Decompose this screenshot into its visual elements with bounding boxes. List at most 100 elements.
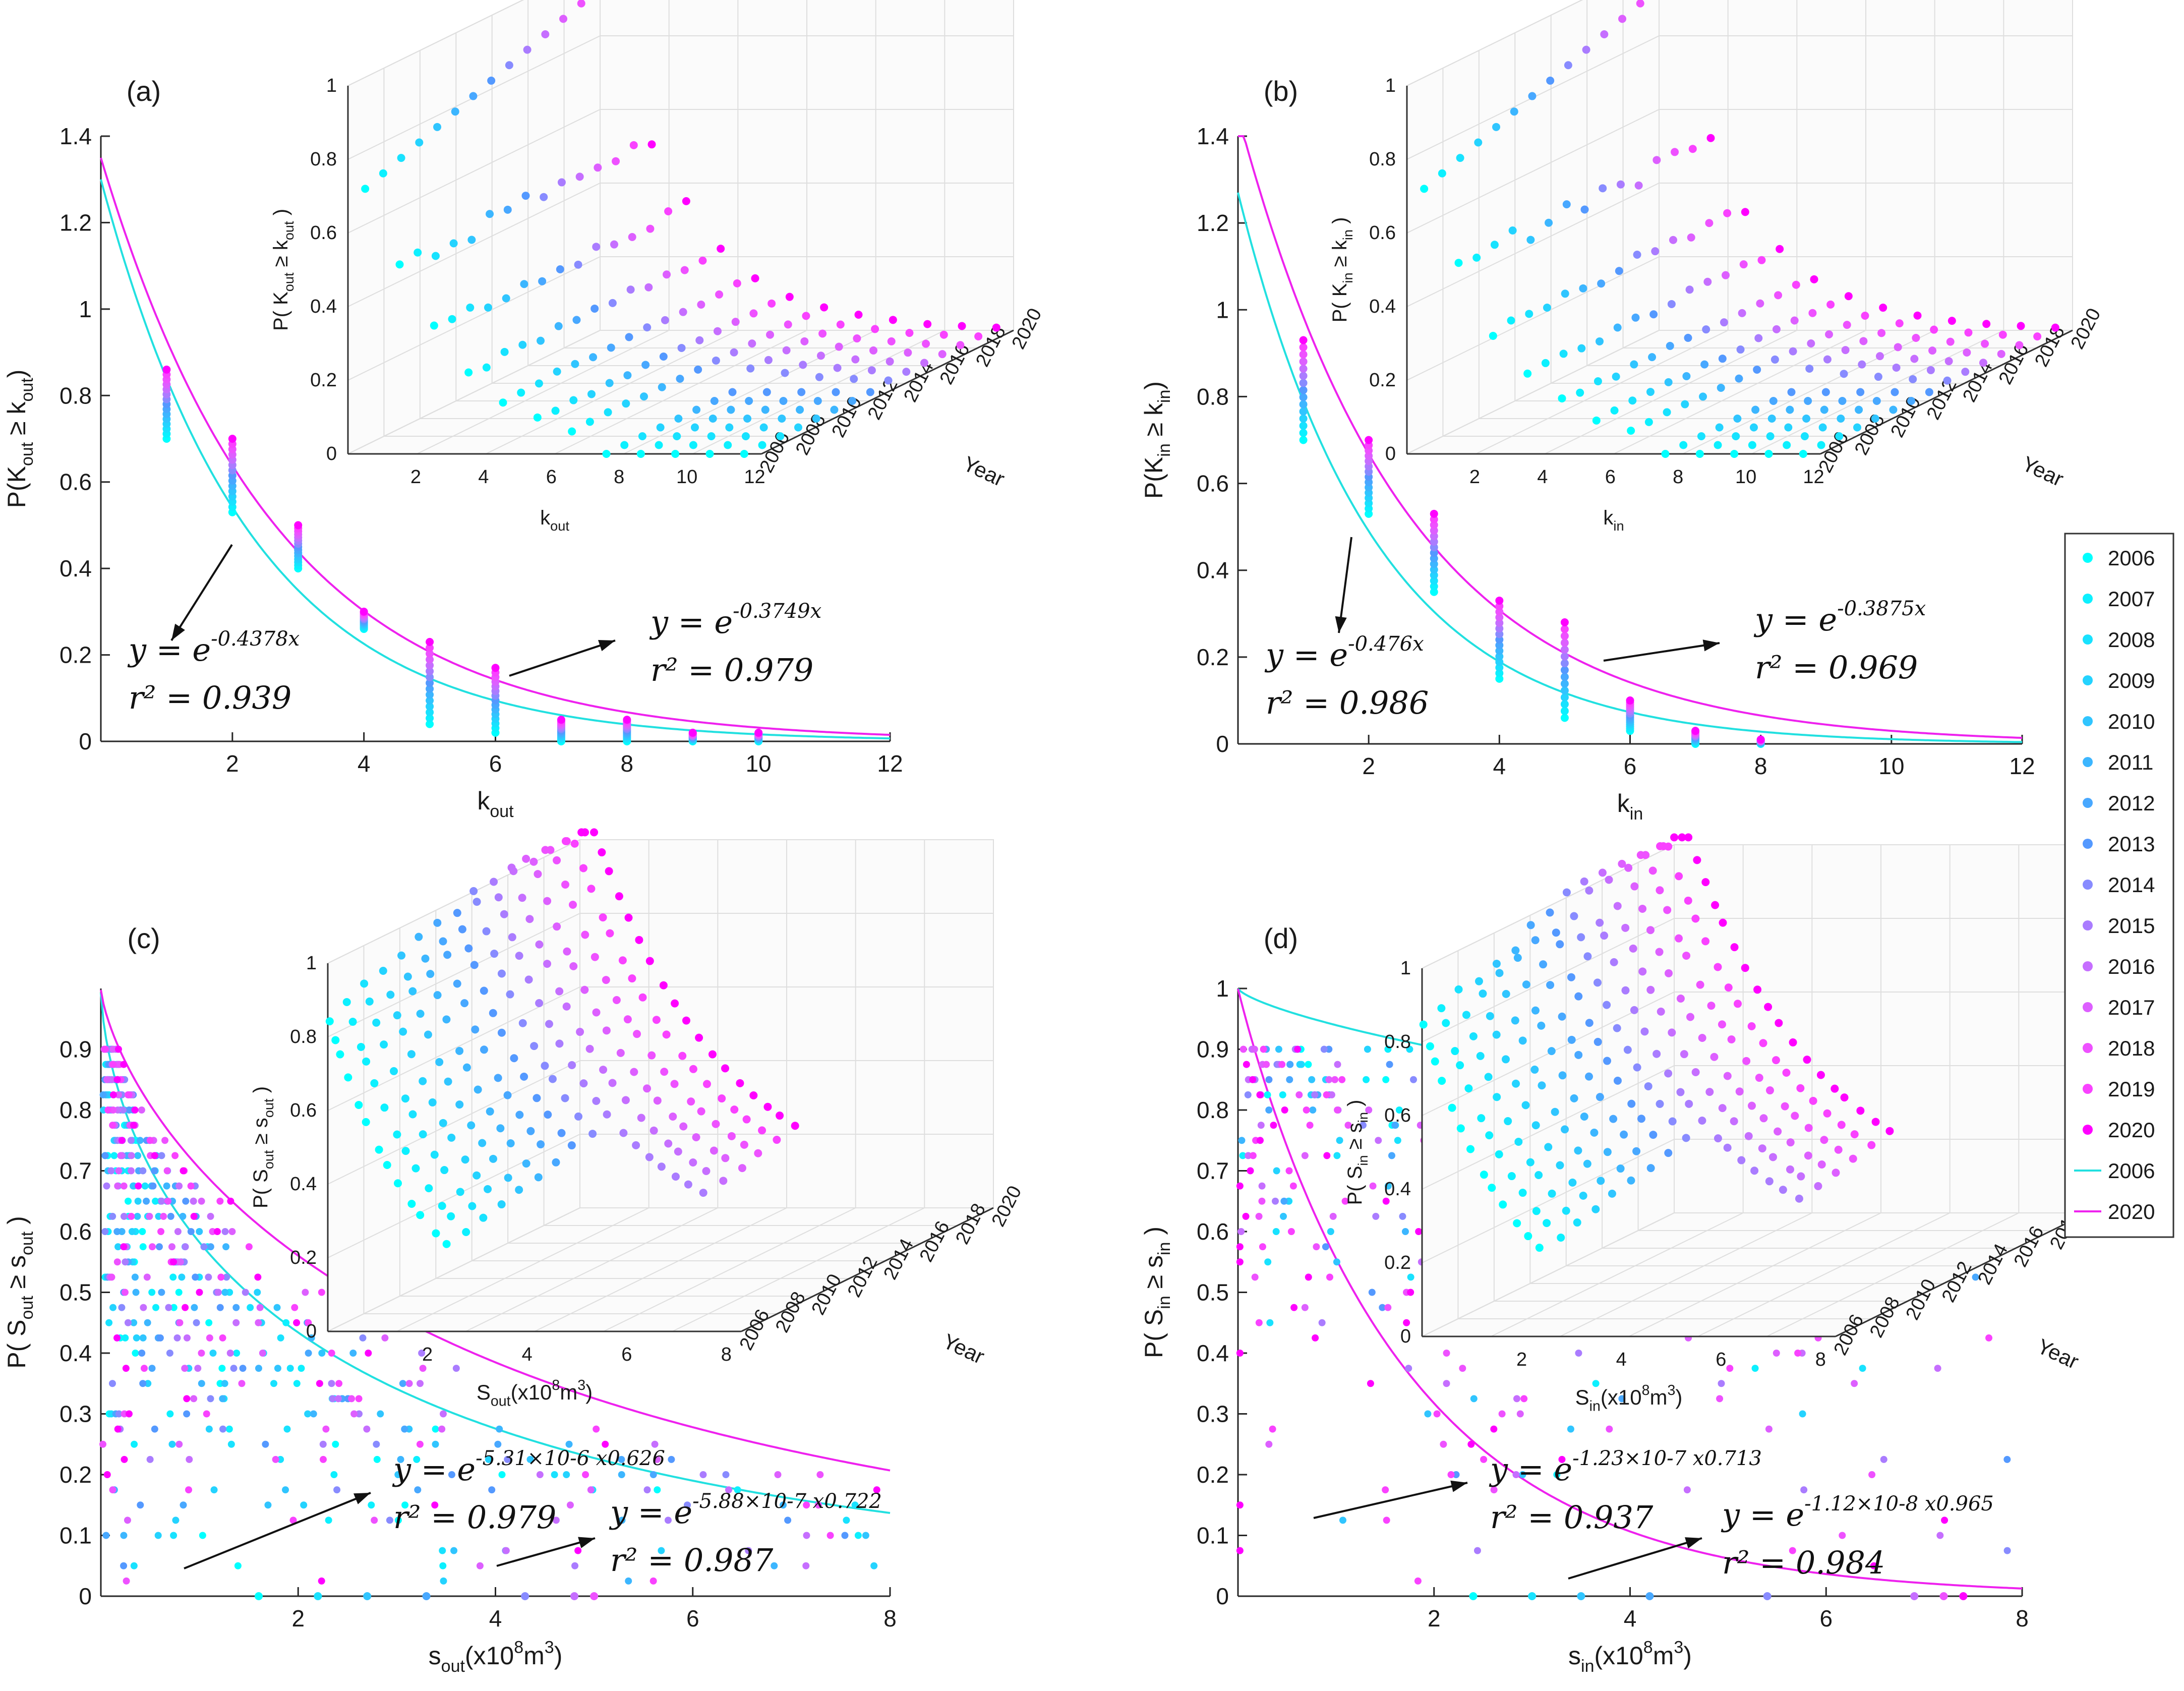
data-point bbox=[448, 1471, 455, 1478]
data-point bbox=[1237, 1228, 1245, 1235]
data-point bbox=[1333, 1152, 1341, 1159]
data-point bbox=[114, 1425, 122, 1433]
data-point bbox=[1279, 1091, 1286, 1098]
inset-data-point bbox=[1747, 1022, 1756, 1030]
inset-data-point bbox=[713, 327, 722, 335]
inset-data-point bbox=[460, 999, 469, 1008]
data-point bbox=[1495, 619, 1504, 627]
data-point bbox=[1490, 1425, 1498, 1433]
data-point bbox=[124, 1517, 131, 1524]
data-point bbox=[262, 1440, 269, 1448]
data-point bbox=[699, 1471, 707, 1478]
data-point bbox=[152, 1304, 159, 1311]
data-point bbox=[1473, 1547, 1481, 1554]
data-point bbox=[1299, 357, 1308, 366]
data-point bbox=[618, 1455, 625, 1463]
inset-data-point bbox=[1693, 856, 1701, 864]
data-point bbox=[232, 1304, 240, 1311]
inset-data-point bbox=[1769, 397, 1778, 405]
data-point bbox=[1626, 696, 1634, 705]
data-point bbox=[141, 1182, 149, 1190]
inset-data-point bbox=[473, 898, 481, 906]
inset-data-point bbox=[1616, 180, 1625, 189]
y-tick-label: 0.6 bbox=[1197, 1218, 1229, 1245]
data-point bbox=[125, 1197, 132, 1205]
inset-data-point bbox=[1685, 1099, 1693, 1108]
inset-data-point bbox=[1800, 432, 1809, 440]
inset-data-point bbox=[344, 1073, 352, 1082]
y-tick-label: 0.6 bbox=[60, 1218, 92, 1245]
inset-data-point bbox=[871, 325, 879, 333]
data-point bbox=[205, 1319, 213, 1326]
inset-grid-line bbox=[1493, 933, 1908, 1302]
inset-data-point bbox=[482, 927, 491, 936]
inset-data-point bbox=[1486, 1012, 1494, 1020]
data-point bbox=[1301, 1152, 1309, 1159]
data-point bbox=[175, 1440, 183, 1448]
inset-data-point bbox=[724, 441, 732, 449]
r2-label: r² = 0.986 bbox=[1266, 684, 1429, 721]
data-point bbox=[165, 1304, 172, 1311]
data-point bbox=[242, 1289, 249, 1296]
data-point bbox=[1934, 1365, 1941, 1372]
data-point bbox=[151, 1152, 158, 1159]
inset-data-point bbox=[1856, 388, 1865, 396]
inset-data-point bbox=[1676, 994, 1685, 1003]
data-point bbox=[99, 1440, 106, 1448]
inset-data-point bbox=[759, 423, 768, 432]
inset-data-point bbox=[684, 1180, 692, 1189]
inset-data-point bbox=[1525, 310, 1533, 318]
data-point bbox=[1270, 1122, 1277, 1129]
inset-data-point bbox=[557, 1129, 566, 1137]
inset-data-point bbox=[1558, 1071, 1567, 1080]
inset-data-point bbox=[1753, 365, 1761, 374]
data-point bbox=[149, 1182, 157, 1190]
x-tick-label: 2 bbox=[226, 750, 239, 777]
data-point bbox=[144, 1319, 151, 1326]
inset-data-point bbox=[1735, 1087, 1744, 1096]
inset-data-point bbox=[401, 1147, 410, 1155]
inset-data-point bbox=[887, 337, 896, 345]
data-point bbox=[1245, 1152, 1252, 1159]
inset-data-point bbox=[748, 339, 756, 348]
data-point bbox=[104, 1106, 112, 1114]
inset-data-point bbox=[1766, 432, 1775, 440]
inset-data-point bbox=[854, 311, 863, 319]
inset-data-point bbox=[736, 1079, 744, 1087]
data-point bbox=[414, 1486, 422, 1494]
inset-data-point bbox=[360, 979, 369, 988]
inset-data-point bbox=[499, 398, 507, 407]
inset-data-point bbox=[1686, 1013, 1694, 1021]
inset-data-point bbox=[718, 1094, 726, 1103]
inset-data-point bbox=[1772, 325, 1781, 333]
x-axis-label: kin bbox=[1617, 789, 1643, 824]
data-point bbox=[272, 1455, 279, 1463]
data-point bbox=[166, 1410, 174, 1418]
data-point bbox=[109, 1106, 117, 1114]
data-point bbox=[131, 1440, 138, 1448]
x-tick-label: 6 bbox=[489, 750, 502, 777]
inset-data-point bbox=[442, 1015, 451, 1024]
inset-data-point bbox=[362, 1057, 371, 1066]
inset-grid-line bbox=[399, 928, 813, 1297]
inset-data-point bbox=[721, 1064, 730, 1073]
inset-data-point bbox=[743, 415, 752, 423]
inset-data-point bbox=[689, 1065, 697, 1073]
data-point bbox=[1495, 613, 1504, 622]
inset-z-tick-label: 0 bbox=[1385, 443, 1396, 464]
inset-data-point bbox=[1668, 1117, 1677, 1126]
data-point bbox=[1368, 1289, 1376, 1296]
data-point bbox=[149, 1243, 156, 1251]
data-point bbox=[135, 1182, 142, 1190]
inset-data-point bbox=[361, 185, 370, 193]
inset-data-point bbox=[1705, 1088, 1714, 1096]
inset-data-point bbox=[1609, 1115, 1618, 1123]
inset-data-point bbox=[816, 352, 825, 360]
inset-data-point bbox=[433, 123, 442, 131]
inset-3d-plot: 00.20.40.60.812 4 6 8 10 12200620082010201220… bbox=[270, 0, 1046, 534]
inset-data-point bbox=[490, 950, 499, 958]
inset-grid-line bbox=[1529, 915, 1944, 1284]
inset-data-point bbox=[779, 397, 788, 405]
data-point bbox=[1512, 1471, 1520, 1478]
